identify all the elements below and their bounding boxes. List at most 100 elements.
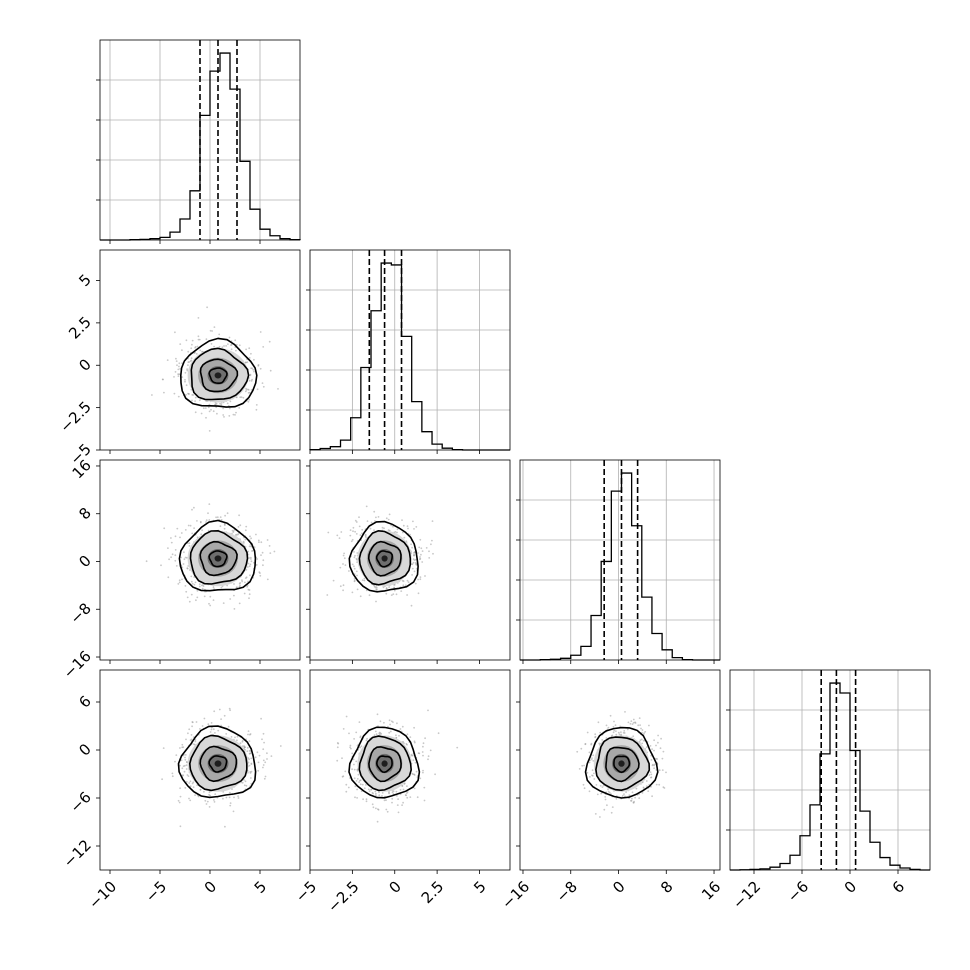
scatter-point (369, 527, 372, 530)
scatter-point (232, 413, 235, 416)
scatter-point (353, 777, 356, 780)
scatter-point (396, 528, 399, 531)
x-tick-label: 2.5 (418, 878, 448, 908)
scatter-point (181, 376, 184, 378)
scatter-frame (99, 249, 301, 451)
scatter-point (218, 333, 221, 336)
scatter-point (245, 387, 248, 390)
scatter-point (243, 784, 246, 787)
scatter-point (413, 551, 416, 553)
scatter-point (167, 576, 170, 579)
scatter-point (645, 746, 648, 748)
scatter-point (406, 525, 409, 527)
scatter-point (424, 737, 426, 740)
scatter-point (336, 534, 339, 537)
scatter-point (348, 732, 350, 735)
scatter-point (631, 791, 634, 794)
scatter-point (388, 719, 391, 722)
scatter-point (191, 343, 193, 346)
scatter-point (354, 530, 356, 533)
scatter-point (361, 528, 364, 531)
scatter-point (639, 739, 642, 742)
histogram-frame (99, 39, 301, 241)
scatter-point (365, 739, 368, 742)
scatter-point (368, 790, 371, 793)
scatter-point (372, 792, 374, 795)
scatter-point (204, 799, 207, 802)
scatter-point (229, 709, 232, 712)
scatter-point (385, 592, 388, 595)
scatter-point (352, 526, 355, 529)
scatter-point (418, 546, 421, 549)
scatter-point (389, 730, 392, 733)
scatter-point (225, 345, 228, 347)
scatter-point (356, 574, 358, 577)
scatter-point (650, 773, 653, 776)
scatter-point (258, 541, 260, 543)
scatter-point (211, 726, 213, 729)
histogram-panel-1 (306, 249, 511, 454)
contour-line (358, 735, 413, 792)
scatter-point (161, 778, 164, 781)
scatter-point (277, 388, 279, 390)
scatter-point (632, 721, 635, 724)
scatter-point (221, 346, 224, 349)
scatter-content (145, 503, 276, 610)
scatter-point (339, 585, 342, 588)
scatter-point (401, 531, 404, 534)
scatter-point (605, 724, 608, 727)
scatter-point (353, 578, 356, 580)
scatter-point (588, 790, 591, 793)
scatter-point (247, 580, 249, 583)
scatter-point (365, 798, 368, 801)
x-tick-label: −5 (142, 878, 170, 906)
scatter-point (181, 578, 183, 581)
scatter-point (186, 369, 189, 372)
scatter-point (206, 306, 209, 309)
scatter-point (177, 373, 180, 375)
scatter-content (326, 505, 434, 607)
scatter-point (385, 799, 387, 802)
scatter-point (428, 550, 430, 553)
scatter-point (188, 545, 191, 547)
scatter-point (373, 510, 376, 513)
scatter-frame (309, 459, 511, 661)
scatter-point (241, 739, 244, 742)
scatter-point (403, 783, 406, 785)
scatter-point (376, 587, 378, 589)
scatter-point (266, 578, 269, 581)
scatter-point (351, 591, 354, 594)
scatter-point (222, 407, 225, 410)
scatter-point (373, 734, 376, 737)
scatter-point (197, 335, 200, 338)
scatter-point (456, 746, 459, 749)
scatter-point (421, 751, 424, 753)
scatter-point (354, 785, 357, 788)
scatter-point (245, 525, 248, 528)
scatter-point (406, 785, 408, 787)
scatter-point (431, 520, 434, 522)
scatter-point (220, 718, 223, 720)
scatter-point (661, 769, 664, 771)
y-tick-label: 2.5 (65, 313, 95, 343)
contour-line (613, 755, 631, 774)
contour-line (595, 736, 651, 792)
scatter-point (378, 733, 381, 736)
scatter-point (406, 796, 409, 799)
scatter-point (342, 589, 344, 592)
scatter-point (638, 797, 641, 799)
scatter-point (417, 552, 419, 554)
scatter-point (230, 348, 233, 351)
scatter-point (189, 799, 192, 802)
scatter-point (378, 791, 380, 794)
scatter-point (249, 574, 251, 577)
scatter-point (178, 801, 181, 804)
scatter-point (229, 791, 231, 794)
contour-line (208, 367, 228, 384)
scatter-point (238, 602, 241, 605)
scatter-point (245, 361, 247, 364)
histogram-frame (519, 459, 721, 661)
scatter-point (236, 739, 238, 742)
scatter-point (181, 349, 183, 351)
scatter-point (424, 575, 426, 577)
